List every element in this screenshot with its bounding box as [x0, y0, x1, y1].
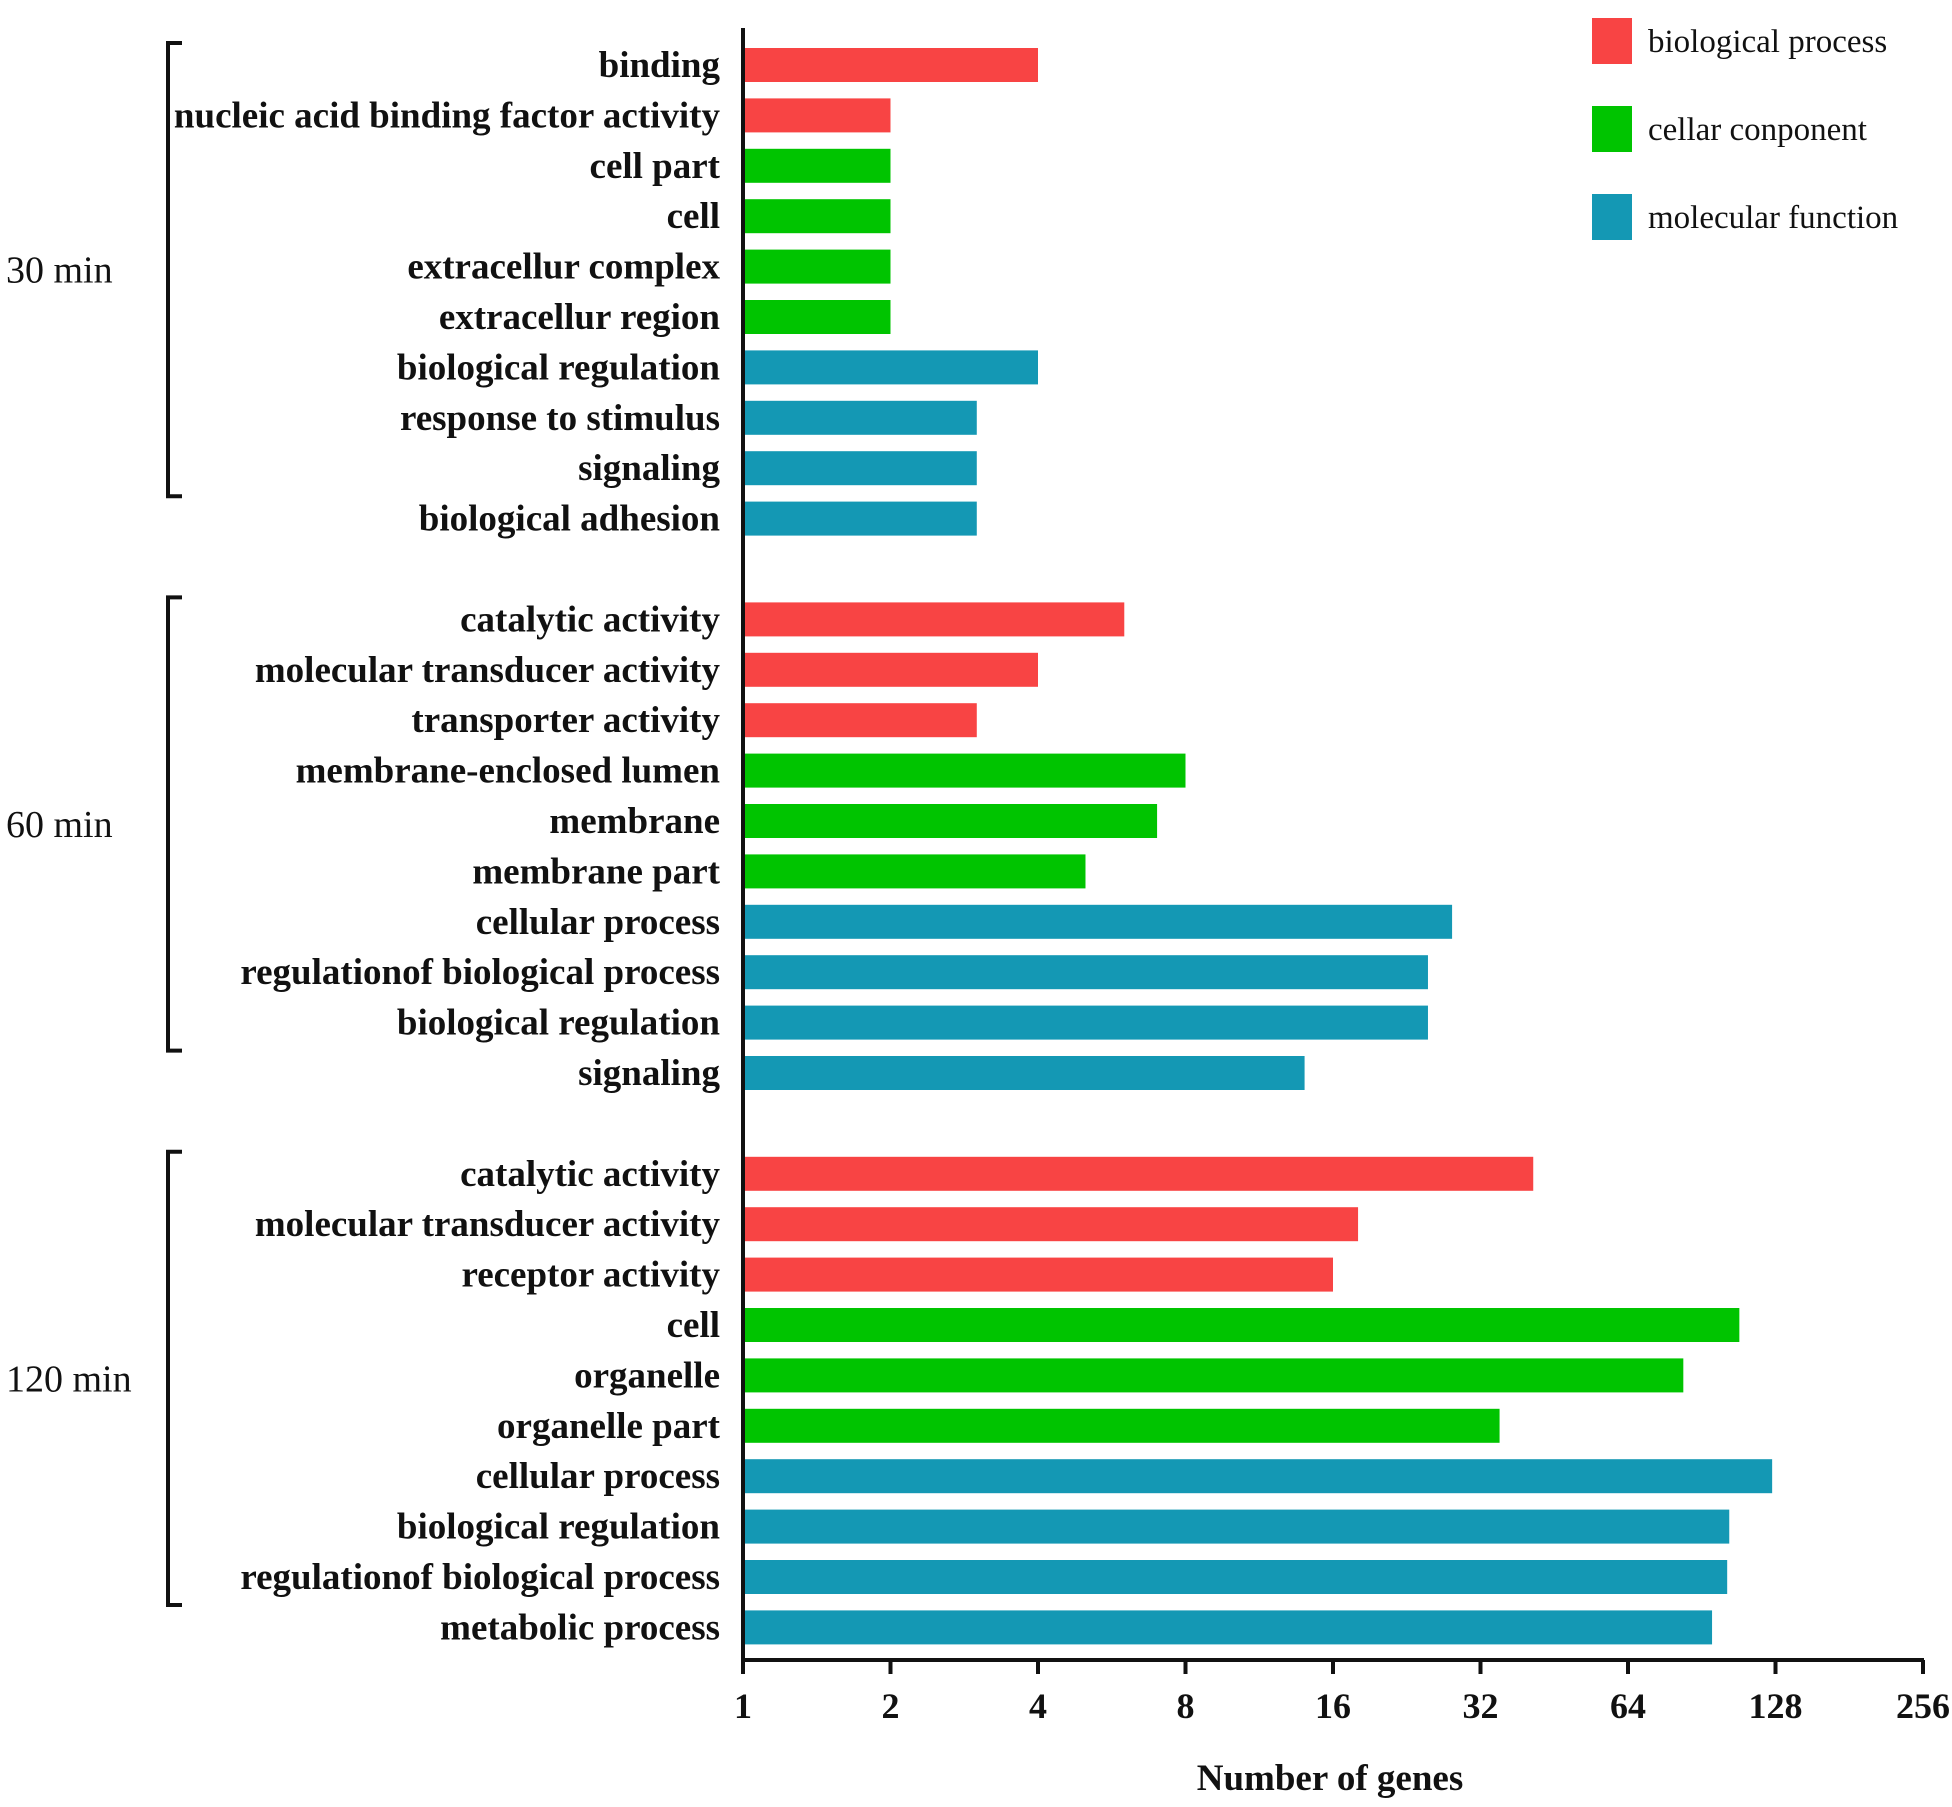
category-label: organelle part [497, 1406, 721, 1447]
category-label: biological regulation [397, 347, 721, 388]
bar-2-9 [743, 1005, 1428, 1040]
category-label: biological regulation [397, 1003, 721, 1044]
bar-3-1 [743, 1156, 1534, 1191]
group-bracket [166, 1149, 182, 1607]
bar-2-4 [743, 753, 1186, 788]
category-label: regulationof biological process [240, 1557, 720, 1598]
category-label: receptor activity [461, 1255, 720, 1296]
bar-1-5 [743, 249, 891, 284]
bar-2-5 [743, 804, 1158, 838]
bar-1-8 [743, 400, 977, 435]
x-tick-label: 64 [1610, 1686, 1646, 1726]
legend: biological process cellar conponent molecu… [1592, 18, 1898, 240]
bar-3-7 [743, 1459, 1773, 1494]
x-tick-label: 8 [1177, 1686, 1195, 1726]
category-label: cellular process [476, 902, 720, 943]
x-tick-label: 16 [1315, 1686, 1351, 1726]
bar-2-8 [743, 955, 1428, 990]
category-label: signaling [578, 448, 720, 489]
x-tick-label: 128 [1749, 1686, 1803, 1726]
legend-label-bp: biological process [1648, 24, 1887, 60]
group-bracket [166, 595, 182, 1053]
group-bracket [166, 41, 182, 499]
category-label: signaling [578, 1053, 720, 1094]
category-label: metabolic process [440, 1607, 720, 1648]
x-axis-ticks: 1 2 4 8 16 32 64 128 256 [734, 1660, 1950, 1726]
category-label: biological adhesion [419, 499, 721, 540]
category-labels: binding nucleic acid binding factor activ… [174, 45, 721, 1648]
bars-layer [743, 48, 1773, 1645]
category-label: catalytic activity [460, 599, 720, 640]
group-label: 120 min [6, 1358, 132, 1400]
bar-1-7 [743, 350, 1038, 385]
category-label: extracellur complex [407, 247, 720, 288]
bar-1-2 [743, 98, 891, 133]
group-label: 60 min [6, 804, 113, 846]
bar-3-3 [743, 1257, 1333, 1292]
bar-2-1 [743, 602, 1125, 637]
category-label: cell part [590, 146, 721, 187]
bar-3-2 [743, 1207, 1359, 1242]
bar-3-5 [743, 1358, 1684, 1393]
bar-1-6 [743, 300, 891, 334]
category-label: extracellur region [439, 297, 721, 338]
legend-swatch-bp [1592, 18, 1632, 64]
category-label: molecular transducer activity [255, 1204, 721, 1245]
category-label: nucleic acid binding factor activity [174, 95, 721, 136]
x-axis-title: Number of genes [1197, 1758, 1464, 1799]
category-label: membrane-enclosed lumen [296, 751, 721, 792]
category-label: biological regulation [397, 1507, 721, 1548]
bar-3-9 [743, 1560, 1728, 1594]
category-label: cell [667, 196, 720, 237]
bar-2-2 [743, 652, 1038, 687]
group-label: 30 min [6, 250, 113, 292]
category-label: membrane part [472, 851, 720, 892]
bar-3-8 [743, 1509, 1730, 1544]
bar-1-10 [743, 501, 977, 536]
category-label: cell [667, 1305, 720, 1346]
x-tick-label: 1 [734, 1686, 752, 1726]
category-label: organelle [574, 1355, 720, 1396]
legend-label-mf: molecular function [1648, 200, 1898, 236]
bar-1-3 [743, 148, 891, 183]
bar-2-3 [743, 703, 977, 738]
legend-swatch-cc [1592, 106, 1632, 152]
bar-3-10 [743, 1610, 1713, 1645]
category-label: membrane [549, 801, 720, 842]
category-label: binding [599, 45, 721, 86]
bar-1-4 [743, 199, 891, 234]
category-label: transporter activity [411, 700, 720, 741]
legend-label-cc: cellar conponent [1648, 112, 1867, 148]
category-label: regulationof biological process [240, 952, 720, 993]
category-label: molecular transducer activity [255, 650, 721, 691]
bar-1-9 [743, 451, 977, 486]
bar-2-7 [743, 904, 1453, 939]
group-brackets: 30 min 60 min 120 min [6, 41, 182, 1607]
category-label: response to stimulus [400, 398, 720, 439]
bar-2-6 [743, 854, 1086, 889]
legend-swatch-mf [1592, 194, 1632, 240]
bar-3-6 [743, 1408, 1500, 1443]
bar-2-10 [743, 1056, 1305, 1090]
x-tick-label: 4 [1029, 1686, 1047, 1726]
x-tick-label: 32 [1463, 1686, 1499, 1726]
bar-1-1 [743, 48, 1038, 82]
category-label: cellular process [476, 1456, 720, 1497]
category-label: catalytic activity [460, 1154, 720, 1195]
bar-3-4 [743, 1308, 1740, 1342]
x-tick-label: 256 [1896, 1686, 1950, 1726]
x-tick-label: 2 [882, 1686, 900, 1726]
